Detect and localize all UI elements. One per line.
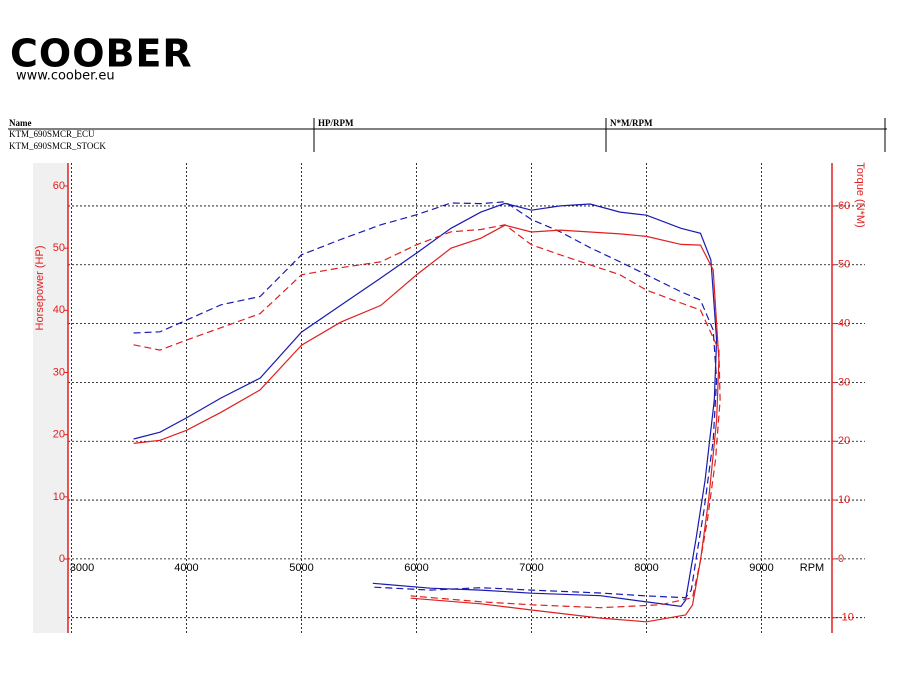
table-header: HP/RPM [318, 118, 354, 128]
y2-axis-title: Torque (N*M) [854, 162, 866, 227]
x-tick-label: 9000 [749, 562, 773, 574]
x-tick-label: 8000 [634, 562, 658, 574]
y-tick-label: 10 [53, 491, 65, 503]
y2-tick-label: 30 [838, 376, 850, 388]
x-tick-label: 6000 [404, 562, 428, 574]
table-header: N*M/RPM [610, 118, 653, 128]
plot-area [68, 163, 865, 633]
x-tick-label: 3000 [70, 562, 94, 574]
table-header: Name [9, 118, 32, 128]
y2-tick-label: 40 [838, 317, 850, 329]
table-cell: KTM_690SMCR_ECU [9, 129, 95, 139]
y2-tick-label: 20 [838, 435, 850, 447]
y2-tick-label: -10 [838, 612, 854, 624]
x-axis-title: RPM [800, 562, 824, 574]
y-tick-label: 50 [53, 242, 65, 254]
x-tick-label: 7000 [519, 562, 543, 574]
series-line [133, 202, 718, 607]
y-tick-label: 40 [53, 304, 65, 316]
y-tick-label: 30 [53, 366, 65, 378]
y-tick-label: 0 [59, 553, 65, 565]
y-tick-label: 20 [53, 429, 65, 441]
series-line [133, 224, 721, 609]
y2-tick-label: 60 [838, 200, 850, 212]
y2-tick-label: 0 [838, 553, 844, 565]
legend-table [8, 118, 887, 152]
x-tick-label: 4000 [174, 562, 198, 574]
logo: COOBER [10, 32, 193, 76]
y2-tick-label: 10 [838, 494, 850, 506]
y2-tick-label: 50 [838, 259, 850, 271]
y-axis-title: Horsepower (HP) [34, 246, 46, 331]
y-tick-label: 60 [53, 180, 65, 192]
series-line [133, 224, 720, 623]
table-cell: KTM_690SMCR_STOCK [9, 141, 106, 151]
x-tick-label: 5000 [289, 562, 313, 574]
url: www.coober.eu [16, 69, 115, 84]
series-line [133, 201, 718, 599]
